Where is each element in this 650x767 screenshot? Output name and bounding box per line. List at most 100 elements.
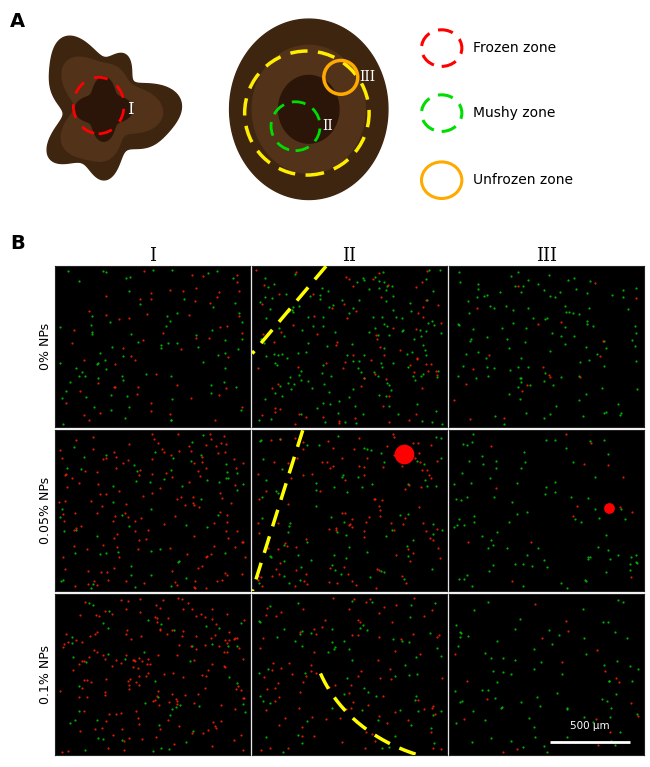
Point	[585, 551, 595, 563]
Point	[322, 456, 332, 468]
Point	[421, 349, 431, 361]
Point	[100, 689, 110, 701]
Point	[436, 327, 447, 339]
Point	[186, 640, 196, 652]
Point	[584, 354, 595, 366]
Point	[343, 672, 353, 684]
Point	[155, 339, 166, 351]
Point	[354, 432, 365, 444]
Point	[436, 672, 447, 684]
Point	[506, 270, 517, 282]
Point	[155, 624, 165, 636]
Point	[223, 532, 233, 545]
Point	[222, 509, 232, 521]
Point	[430, 708, 440, 720]
Point	[260, 393, 270, 405]
Point	[594, 512, 604, 525]
Point	[417, 368, 428, 380]
Point	[240, 551, 250, 563]
Point	[601, 565, 611, 578]
Point	[409, 333, 419, 345]
Point	[410, 374, 421, 386]
Point	[126, 569, 136, 581]
Point	[100, 605, 110, 617]
Point	[505, 364, 515, 376]
Point	[330, 679, 340, 691]
Point	[453, 266, 463, 278]
Point	[120, 627, 131, 640]
Point	[326, 511, 336, 523]
Polygon shape	[279, 75, 339, 143]
Point	[372, 370, 383, 383]
Point	[151, 368, 161, 380]
Point	[98, 649, 108, 661]
Point	[372, 562, 382, 574]
Point	[391, 599, 401, 611]
Point	[167, 624, 177, 636]
Point	[273, 517, 283, 529]
Point	[124, 438, 134, 450]
Point	[222, 637, 232, 649]
Point	[151, 599, 161, 611]
Point	[351, 417, 361, 430]
Point	[632, 708, 642, 720]
Point	[166, 580, 176, 592]
Point	[598, 433, 608, 446]
Point	[86, 582, 96, 594]
Point	[464, 307, 474, 319]
Point	[168, 453, 179, 465]
Point	[346, 594, 357, 607]
Point	[85, 630, 96, 643]
Point	[404, 669, 415, 681]
Point	[257, 490, 268, 502]
Point	[349, 593, 359, 605]
Point	[540, 367, 550, 379]
Point	[293, 597, 304, 609]
Point	[58, 551, 68, 563]
Point	[352, 276, 363, 288]
Point	[613, 594, 623, 606]
Point	[510, 654, 520, 667]
Point	[427, 563, 437, 575]
Point	[333, 430, 344, 442]
Point	[332, 338, 342, 351]
Point	[207, 603, 218, 615]
Point	[382, 377, 392, 389]
Point	[315, 293, 326, 305]
Point	[545, 344, 555, 357]
Point	[376, 494, 387, 506]
Point	[190, 295, 200, 307]
Point	[394, 452, 404, 464]
Point	[206, 658, 216, 670]
Point	[428, 285, 438, 297]
Point	[404, 479, 414, 491]
Point	[454, 573, 464, 585]
Point	[79, 465, 90, 477]
Point	[159, 472, 169, 485]
Point	[56, 574, 66, 587]
Point	[295, 626, 306, 638]
Point	[219, 567, 229, 579]
Point	[533, 278, 543, 291]
Point	[528, 643, 539, 655]
Point	[308, 321, 318, 333]
Point	[139, 646, 150, 658]
Point	[277, 463, 287, 475]
Point	[468, 323, 478, 335]
Point	[491, 676, 502, 689]
Point	[616, 502, 626, 515]
Point	[103, 742, 113, 754]
Point	[238, 457, 248, 469]
Point	[379, 276, 389, 288]
Point	[515, 393, 525, 406]
Point	[556, 668, 567, 680]
Point	[219, 376, 229, 388]
Point	[631, 556, 642, 568]
Point	[365, 593, 375, 605]
Point	[469, 516, 480, 528]
Point	[213, 622, 224, 634]
Point	[630, 340, 640, 352]
Point	[410, 694, 421, 706]
Point	[267, 664, 278, 676]
Point	[544, 269, 554, 281]
